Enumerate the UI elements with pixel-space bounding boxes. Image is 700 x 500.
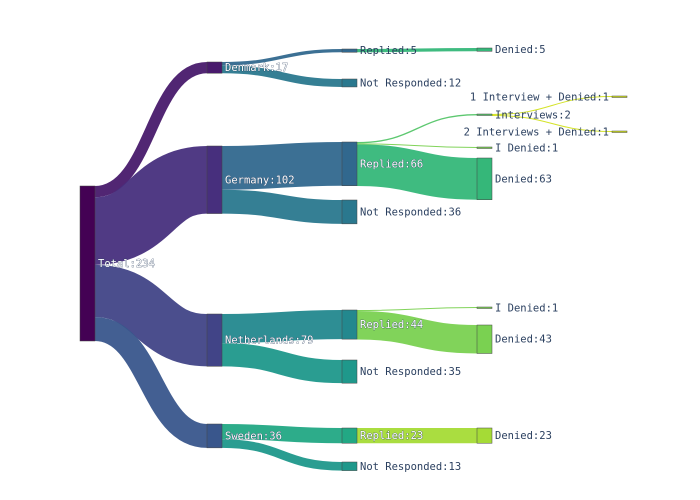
sankey-node-rect-nl_not: [341, 359, 358, 384]
sankey-node-dk_replied: Replied:5: [341, 45, 417, 57]
sankey-node-dk_denied: Denied:5: [476, 44, 546, 56]
sankey-link-total-to-germany: [92, 145, 210, 265]
sankey-link-sweden-to-se_replied: [221, 424, 343, 444]
sankey-node-rect-de_replied: [341, 141, 358, 186]
sankey-node-total: Total:234: [79, 185, 155, 342]
sankey-link-total-to-netherlands: [93, 264, 209, 367]
sankey-node-rect-dk_not: [341, 78, 358, 88]
sankey-node-label-int2_denied: 2 Interviews + Denied:1: [464, 126, 609, 138]
sankey-node-label-germany: Germany:102: [225, 174, 295, 186]
sankey-link-de_interviews-to-int1_denied: [491, 96, 613, 115]
sankey-node-netherlands: Netherlands:79: [206, 313, 314, 367]
sankey-node-nl_not: Not Responded:35: [341, 359, 461, 384]
sankey-nodes: Total:234 Denmark:17 Germany:102 Netherland…: [79, 44, 628, 473]
sankey-link-germany-to-de_replied: [221, 142, 343, 190]
sankey-node-label-dk_not: Not Responded:12: [360, 77, 461, 89]
sankey-node-rect-nl_replied: [341, 309, 358, 340]
sankey-node-rect-nl_idenied: [476, 306, 493, 309]
sankey-link-de_interviews-to-int2_denied: [491, 115, 613, 132]
sankey-node-rect-de_interviews: [476, 113, 493, 116]
sankey-node-label-dk_denied: Denied:5: [495, 44, 546, 56]
sankey-node-label-nl_idenied: I Denied:1: [495, 302, 558, 314]
sankey-node-germany: Germany:102: [206, 145, 295, 214]
sankey-node-label-sweden: Sweden:36: [225, 430, 282, 442]
sankey-link-sweden-to-se_not: [221, 439, 343, 471]
sankey-node-rect-int2_denied: [611, 130, 628, 133]
sankey-node-se_replied: Replied:23: [341, 427, 424, 444]
sankey-link-netherlands-to-nl_not: [221, 343, 343, 384]
sankey-link-de_replied-to-de_idenied: [356, 143, 478, 148]
sankey-link-total-to-sweden: [93, 317, 209, 448]
sankey-node-label-nl_replied: Replied:44: [360, 319, 423, 331]
sankey-links: [92, 48, 613, 471]
sankey-node-se_not: Not Responded:13: [341, 461, 461, 473]
sankey-node-label-denmark: Denmark:17: [225, 62, 288, 74]
sankey-node-rect-se_replied: [341, 427, 358, 444]
sankey-node-label-total: Total:234: [98, 258, 155, 270]
sankey-node-label-de_not: Not Responded:36: [360, 206, 461, 218]
sankey-node-label-nl_not: Not Responded:35: [360, 366, 461, 378]
sankey-node-label-nl_denied: Denied:43: [495, 334, 552, 346]
sankey-node-de_interviews: Interviews:2: [476, 109, 571, 121]
sankey-node-label-se_denied: Denied:23: [495, 430, 552, 442]
sankey-link-dk_replied-to-dk_denied: [356, 48, 478, 53]
sankey-link-nl_replied-to-nl_denied: [356, 310, 478, 354]
sankey-node-dk_not: Not Responded:12: [341, 77, 461, 89]
sankey-node-rect-int1_denied: [611, 95, 628, 98]
sankey-node-denmark: Denmark:17: [206, 61, 289, 74]
sankey-node-label-de_replied: Replied:66: [360, 158, 423, 170]
sankey-node-int1_denied: 1 Interview + Denied:1: [470, 91, 628, 103]
sankey-node-de_replied: Replied:66: [341, 141, 424, 186]
sankey-node-label-de_interviews: Interviews:2: [495, 109, 571, 121]
sankey-link-denmark-to-dk_not: [221, 65, 343, 87]
sankey-node-de_not: Not Responded:36: [341, 199, 461, 225]
sankey-node-rect-se_denied: [476, 427, 493, 444]
sankey-link-nl_replied-to-nl_idenied: [356, 307, 478, 311]
sankey-node-label-de_denied: Denied:63: [495, 173, 552, 185]
sankey-node-int2_denied: 2 Interviews + Denied:1: [464, 126, 628, 138]
sankey-node-sweden: Sweden:36: [206, 423, 282, 449]
sankey-node-rect-dk_denied: [476, 47, 493, 52]
sankey-node-rect-sweden: [206, 423, 223, 449]
sankey-node-rect-dk_replied: [341, 48, 358, 53]
sankey-node-label-netherlands: Netherlands:79: [225, 335, 314, 347]
sankey-node-rect-se_not: [341, 461, 358, 471]
sankey-node-se_denied: Denied:23: [476, 427, 552, 444]
sankey-node-rect-netherlands: [206, 313, 223, 367]
sankey-link-de_replied-to-de_denied: [356, 144, 478, 200]
sankey-node-nl_denied: Denied:43: [476, 324, 552, 354]
sankey-node-label-se_replied: Replied:23: [360, 430, 423, 442]
sankey-node-nl_idenied: I Denied:1: [476, 302, 558, 314]
sankey-node-rect-denmark: [206, 61, 223, 74]
sankey-node-nl_replied: Replied:44: [341, 309, 424, 340]
sankey-node-de_denied: Denied:63: [476, 157, 552, 200]
sankey-link-denmark-to-dk_replied: [221, 49, 343, 66]
sankey-node-label-se_not: Not Responded:13: [360, 461, 461, 473]
sankey-node-rect-de_denied: [476, 157, 493, 200]
sankey-node-rect-nl_denied: [476, 324, 493, 354]
sankey-node-de_idenied: I Denied:1: [476, 142, 558, 154]
sankey-node-rect-germany: [206, 145, 223, 214]
sankey-node-rect-de_not: [341, 199, 358, 225]
sankey-link-netherlands-to-nl_replied: [221, 310, 343, 344]
sankey-node-label-de_idenied: I Denied:1: [495, 142, 558, 154]
sankey-node-rect-total: [79, 185, 96, 342]
sankey-node-label-dk_replied: Replied:5: [360, 45, 417, 57]
sankey-node-rect-de_idenied: [476, 146, 493, 149]
sankey-link-de_replied-to-de_interviews: [356, 113, 478, 144]
sankey-link-germany-to-de_not: [221, 189, 343, 224]
sankey-node-label-int1_denied: 1 Interview + Denied:1: [470, 91, 609, 103]
sankey-link-total-to-denmark: [94, 61, 208, 198]
